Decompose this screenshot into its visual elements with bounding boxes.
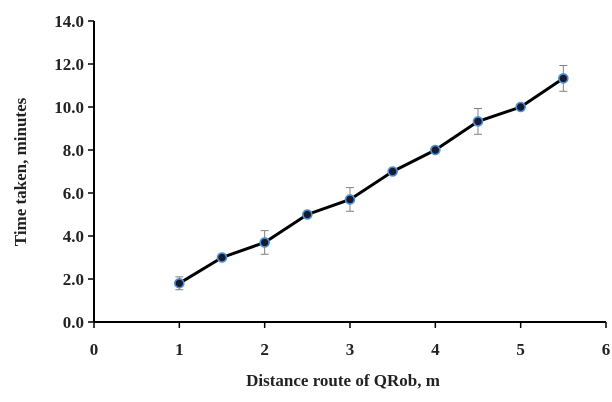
- error-bars: [175, 65, 568, 291]
- x-tick-label: 4: [431, 340, 440, 359]
- x-tick-label: 0: [90, 340, 99, 359]
- data-point: [387, 166, 398, 177]
- axes: [88, 20, 607, 328]
- y-axis-title: Time taken, minutes: [11, 97, 30, 246]
- data-point: [430, 144, 441, 156]
- series-line: [178, 77, 565, 285]
- data-point: [174, 277, 185, 289]
- x-tick-label: 2: [260, 340, 269, 359]
- series-lines: [178, 77, 565, 285]
- y-tick-label: 2.0: [63, 270, 84, 289]
- data-point: [515, 101, 526, 113]
- y-tick-label: 12.0: [54, 55, 84, 74]
- y-tick-label: 8.0: [63, 141, 84, 160]
- y-axis-title-group: Time taken, minutes: [11, 97, 30, 246]
- x-tick-label: 3: [346, 340, 355, 359]
- data-point: [259, 237, 270, 248]
- data-point: [302, 209, 313, 220]
- data-point: [344, 194, 356, 205]
- data-point: [216, 252, 228, 263]
- tick-labels: 0.0 2.0 4.0 6.0 8.0 10.0 12.0 14.0 0 1 2 3 4 5 6: [54, 12, 610, 359]
- data-point: [472, 116, 484, 127]
- y-tick-label: 6.0: [63, 184, 84, 203]
- y-tick-label: 10.0: [54, 98, 84, 117]
- y-tick-label: 14.0: [54, 12, 84, 31]
- x-tick-label: 1: [175, 340, 184, 359]
- x-tick-label: 6: [602, 340, 611, 359]
- y-tick-label: 4.0: [63, 227, 84, 246]
- x-tick-label: 5: [516, 340, 525, 359]
- y-tick-label: 0.0: [63, 313, 84, 332]
- data-point: [558, 73, 569, 84]
- x-axis-title: Distance route of QRob, m: [246, 371, 440, 390]
- data-points: [174, 73, 569, 289]
